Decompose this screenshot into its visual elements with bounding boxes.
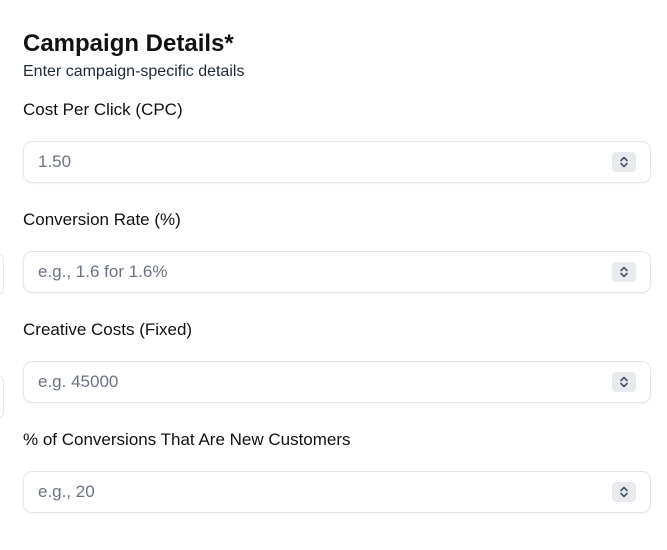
conversion-rate-input[interactable] bbox=[24, 252, 604, 292]
conversion-rate-label: Conversion Rate (%) bbox=[23, 210, 181, 229]
new-customers-label: % of Conversions That Are New Customers bbox=[23, 430, 351, 449]
section-title: Campaign Details* bbox=[23, 30, 234, 57]
cpc-input[interactable] bbox=[24, 142, 604, 182]
chevron-up-down-icon[interactable] bbox=[612, 482, 636, 502]
chevron-up-down-icon[interactable] bbox=[612, 372, 636, 392]
chevron-up-down-icon[interactable] bbox=[612, 152, 636, 172]
conversion-rate-field bbox=[23, 251, 651, 293]
adjacent-panel-edge bbox=[0, 376, 4, 418]
new-customers-field bbox=[23, 471, 651, 513]
cpc-field bbox=[23, 141, 651, 183]
cpc-label: Cost Per Click (CPC) bbox=[23, 100, 183, 119]
creative-costs-field bbox=[23, 361, 651, 403]
chevron-up-down-icon[interactable] bbox=[612, 262, 636, 282]
adjacent-panel-edge bbox=[0, 253, 4, 295]
creative-costs-label: Creative Costs (Fixed) bbox=[23, 320, 193, 339]
new-customers-input[interactable] bbox=[24, 472, 604, 512]
section-subtitle: Enter campaign-specific details bbox=[23, 63, 245, 80]
creative-costs-input[interactable] bbox=[24, 362, 604, 402]
